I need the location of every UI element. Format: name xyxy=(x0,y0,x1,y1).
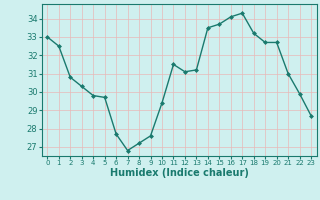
X-axis label: Humidex (Indice chaleur): Humidex (Indice chaleur) xyxy=(110,168,249,178)
